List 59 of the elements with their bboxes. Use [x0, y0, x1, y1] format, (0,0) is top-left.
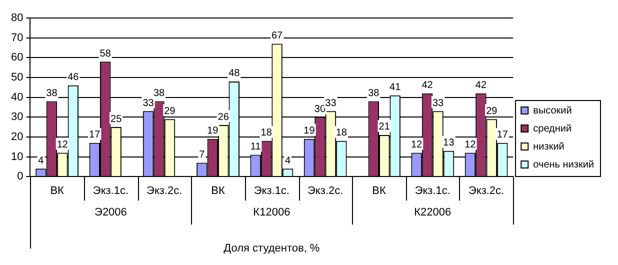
data-label: 46 [68, 72, 80, 84]
data-label: 11 [250, 142, 262, 153]
y-tick-label: 60 [10, 52, 24, 64]
data-label: 38 [368, 88, 380, 100]
legend-label: средний [533, 123, 572, 134]
x-axis-title: Доля студентов, % [224, 242, 320, 254]
y-tick-label: 20 [10, 130, 24, 143]
data-label: 19 [304, 126, 316, 137]
data-label: 25 [110, 114, 122, 125]
y-tick-label: 40 [10, 91, 24, 104]
data-label: 29 [164, 106, 176, 117]
data-label: 18 [260, 128, 272, 139]
data-label: 30 [314, 104, 326, 115]
data-label: 4 [38, 155, 44, 166]
text: К12006 [253, 206, 290, 219]
data-label: 21 [378, 122, 390, 133]
text: Э2006 [94, 206, 127, 219]
x-tick-label: Экз.2с. [308, 185, 344, 198]
data-label: 26 [218, 112, 230, 123]
x-tick-label: Экз.1с. [414, 185, 450, 198]
data-label: 41 [390, 82, 402, 94]
data-label: 33 [432, 98, 444, 109]
data-label: 33 [325, 98, 337, 109]
data-label: 29 [486, 106, 498, 117]
data-label: 38 [153, 88, 166, 100]
data-label: 17 [89, 130, 101, 141]
data-label: 4 [285, 155, 291, 166]
data-label: 12 [464, 140, 476, 151]
x-tick-label: Экз.2с. [146, 185, 182, 198]
y-tick-label: 10 [10, 150, 24, 163]
x-tick-label: ВК [372, 185, 386, 198]
x-tick-label: ВК [50, 185, 65, 198]
data-label: 13 [443, 138, 455, 149]
x-tick-label: Экз.1с. [254, 185, 290, 198]
data-label: 38 [46, 88, 58, 100]
legend-label: низкий [533, 141, 564, 152]
y-tick-label: 80 [10, 12, 24, 24]
text: К22006 [414, 206, 452, 219]
y-tick-label: 70 [10, 32, 24, 44]
y-tick-label: 30 [10, 111, 24, 124]
legend-label: высокий [533, 105, 572, 116]
y-tick-label: 0 [17, 170, 24, 183]
x-tick-label: Экз.2с. [468, 185, 504, 198]
data-label: 58 [100, 48, 112, 60]
data-label: 42 [475, 80, 487, 92]
data-label: 12 [410, 140, 423, 151]
data-label: 18 [336, 128, 348, 139]
data-label: 17 [496, 130, 508, 141]
data-label: 33 [142, 98, 154, 109]
data-label: 67 [271, 30, 284, 42]
data-label: 48 [228, 68, 240, 80]
x-tick-label: Экз.1с. [92, 185, 129, 198]
legend-label: очень низкий [533, 159, 594, 170]
data-label: 12 [56, 140, 68, 151]
y-tick-label: 50 [10, 72, 24, 84]
data-label: 7 [199, 149, 206, 160]
data-label: 42 [422, 80, 434, 92]
data-label: 19 [207, 126, 219, 137]
x-tick-label: ВК [211, 185, 226, 198]
